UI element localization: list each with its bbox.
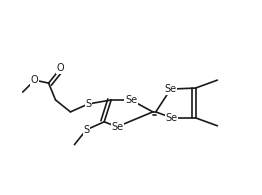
Text: Se: Se [125, 95, 137, 105]
Text: O: O [31, 75, 39, 85]
Text: Se: Se [165, 84, 177, 94]
Text: S: S [85, 99, 91, 109]
Text: Se: Se [166, 113, 178, 123]
Text: O: O [57, 63, 64, 73]
Text: S: S [83, 125, 89, 135]
Text: Se: Se [111, 122, 123, 132]
